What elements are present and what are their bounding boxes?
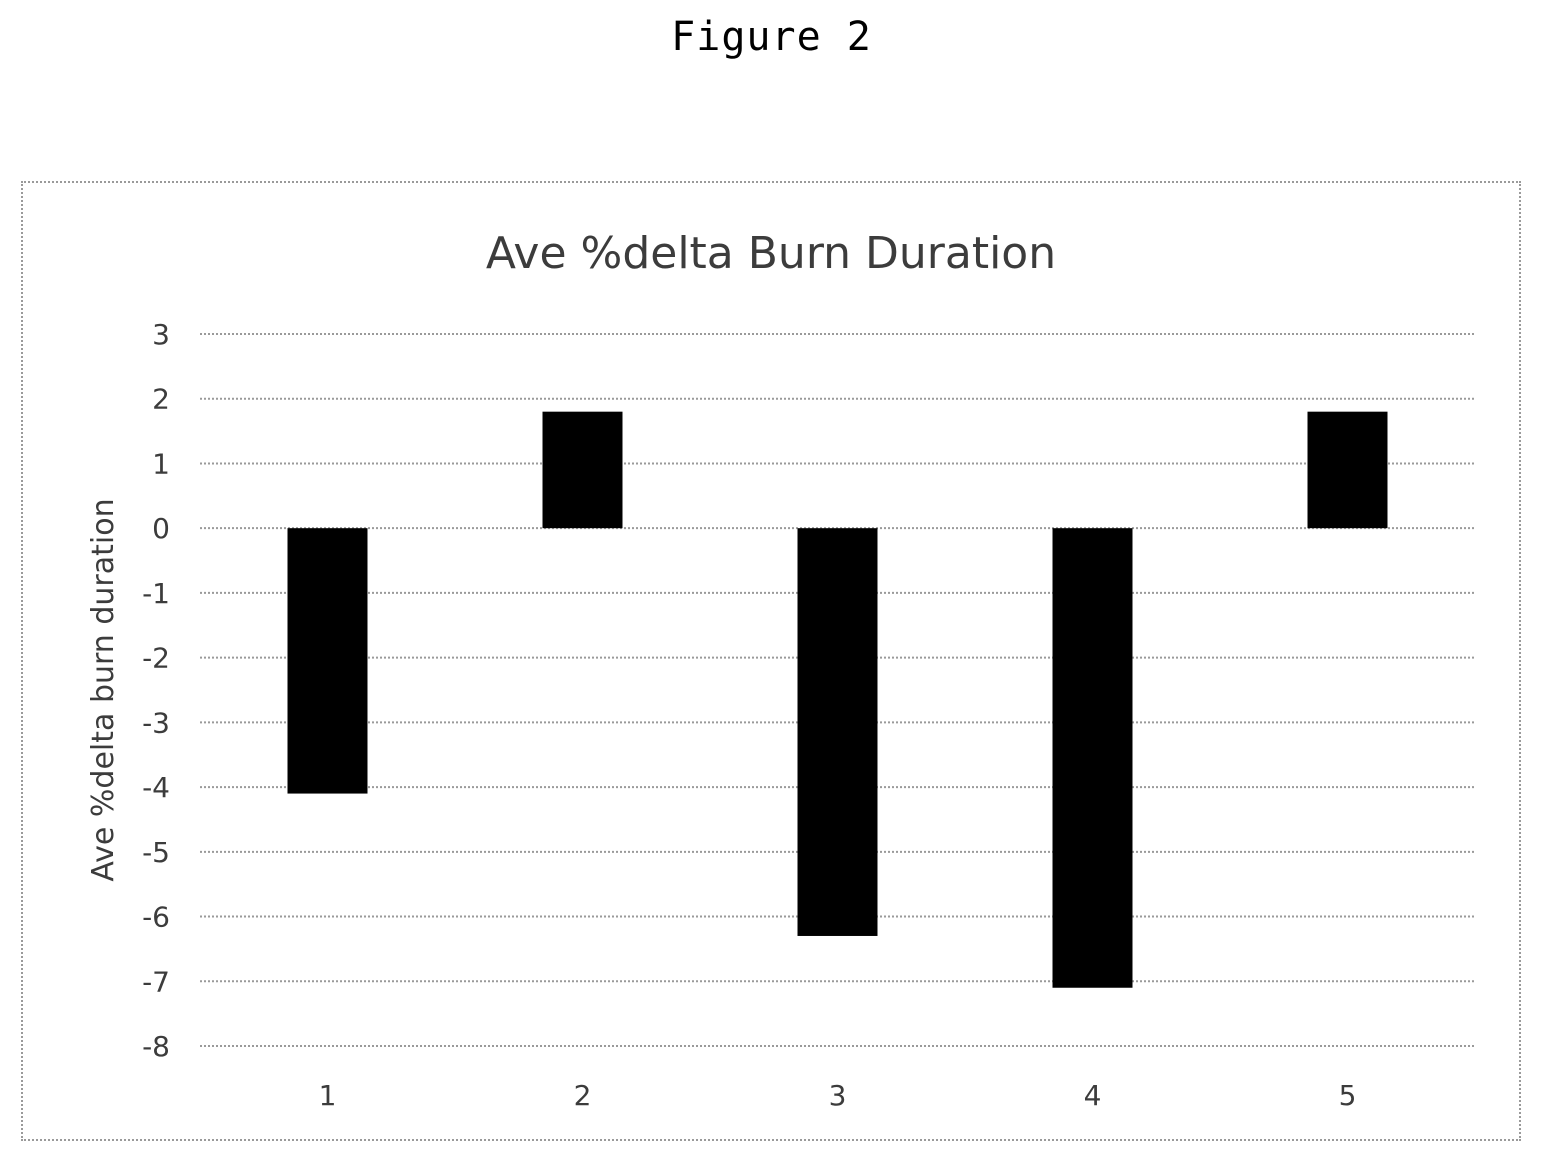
y-tick-label: 2 <box>152 383 170 416</box>
y-tick-label: -4 <box>142 771 170 804</box>
bar-1 <box>287 528 368 794</box>
x-tick-label: 1 <box>319 1079 337 1112</box>
x-tick-label: 5 <box>1339 1079 1357 1112</box>
chart-title: Ave %delta Burn Duration <box>486 228 1056 279</box>
y-axis-label: Ave %delta burn duration <box>86 498 121 881</box>
y-tick-label: -6 <box>142 901 170 934</box>
y-tick-label: -7 <box>142 965 170 998</box>
x-tick-labels: 1 2 3 4 5 <box>319 1079 1357 1112</box>
figure-label: Figure 2 <box>671 14 872 60</box>
y-tick-label: 3 <box>152 318 170 351</box>
y-tick-label: -8 <box>142 1030 170 1063</box>
bar-4 <box>1052 528 1133 988</box>
x-tick-label: 3 <box>829 1079 847 1112</box>
bars <box>287 411 1388 988</box>
y-tick-label: 1 <box>152 447 170 480</box>
y-tick-label: -5 <box>142 836 170 869</box>
chart-frame <box>21 181 1521 1141</box>
x-tick-label: 4 <box>1084 1079 1102 1112</box>
y-tick-labels: 3 2 1 0 -1 -2 -3 -4 -5 -6 -7 -8 <box>142 318 170 1063</box>
x-tick-label: 2 <box>574 1079 592 1112</box>
bar-2 <box>542 411 623 529</box>
y-tick-label: -1 <box>142 577 170 610</box>
y-tick-label: -3 <box>142 706 170 739</box>
y-tick-label: -2 <box>142 642 170 675</box>
bar-3 <box>797 528 878 936</box>
bar-5 <box>1307 411 1388 529</box>
y-tick-label: 0 <box>152 512 170 545</box>
